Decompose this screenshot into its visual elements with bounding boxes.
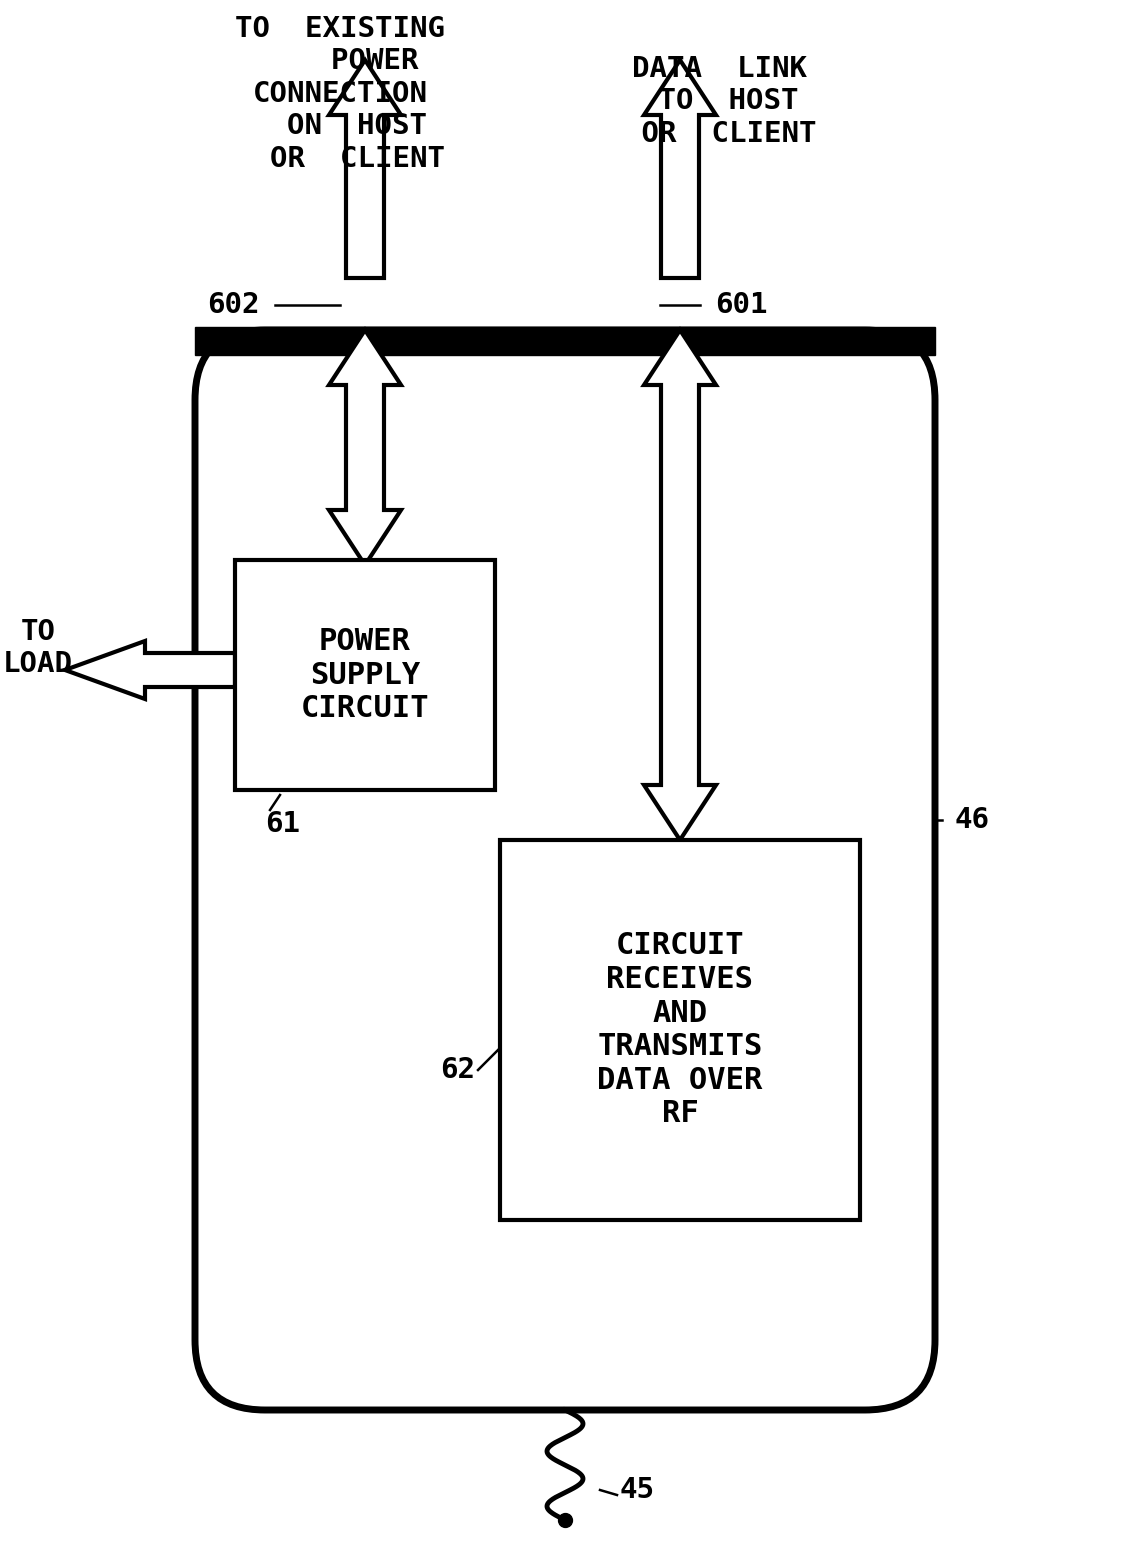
Text: 602: 602 xyxy=(208,291,260,320)
Polygon shape xyxy=(329,331,401,566)
Bar xyxy=(195,328,935,356)
FancyBboxPatch shape xyxy=(195,331,935,1410)
Text: 45: 45 xyxy=(620,1476,655,1504)
Text: 61: 61 xyxy=(265,810,300,838)
Text: POWER
SUPPLY
CIRCUIT: POWER SUPPLY CIRCUIT xyxy=(300,627,429,722)
Polygon shape xyxy=(329,60,401,277)
Polygon shape xyxy=(65,641,235,699)
Bar xyxy=(500,840,860,1221)
Text: 46: 46 xyxy=(955,805,990,834)
Text: TO
LOAD: TO LOAD xyxy=(3,617,73,679)
Text: 601: 601 xyxy=(715,291,768,320)
Text: CIRCUIT
RECEIVES
AND
TRANSMITS
DATA OVER
RF: CIRCUIT RECEIVES AND TRANSMITS DATA OVER… xyxy=(597,931,763,1128)
Polygon shape xyxy=(644,60,716,277)
Text: 62: 62 xyxy=(440,1056,475,1084)
Polygon shape xyxy=(644,331,716,840)
Text: DATA  LINK
 TO  HOST
 OR  CLIENT: DATA LINK TO HOST OR CLIENT xyxy=(623,55,816,147)
Text: TO  EXISTING
    POWER
CONNECTION
  ON  HOST
  OR  CLIENT: TO EXISTING POWER CONNECTION ON HOST OR … xyxy=(235,16,445,172)
Bar xyxy=(235,559,495,790)
